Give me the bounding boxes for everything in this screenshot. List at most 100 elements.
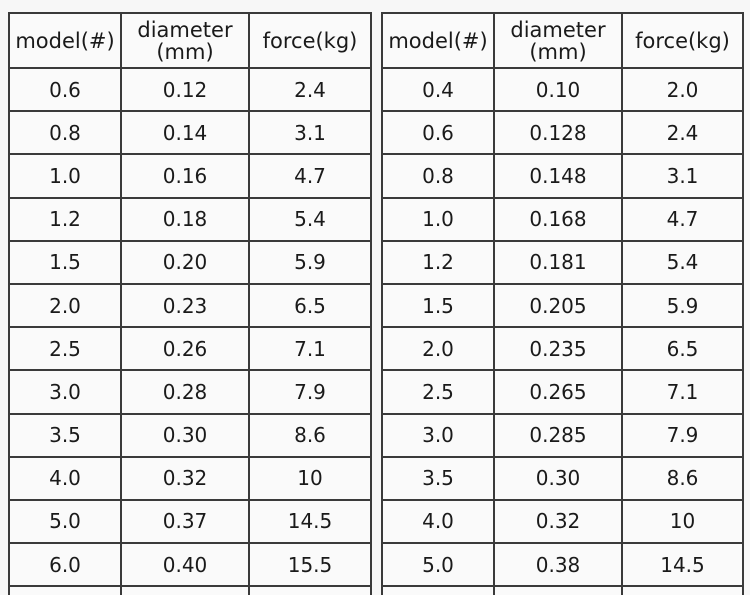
cell: 6.5 xyxy=(621,326,744,372)
cell: 0.181 xyxy=(493,239,623,285)
cell: 4.7 xyxy=(248,153,372,199)
cell: 14.5 xyxy=(248,498,372,545)
header-row: model(#) diameter (mm) force(kg) xyxy=(381,12,744,69)
cell: 3.5 xyxy=(8,412,122,458)
cell: 0.37 xyxy=(120,498,250,545)
cell: 7.9 xyxy=(248,369,372,415)
empty-cell xyxy=(621,585,744,595)
cell: 5.0 xyxy=(8,498,122,545)
header-cell: force(kg) xyxy=(621,12,744,69)
cell: 5.9 xyxy=(248,239,372,285)
row: 6.0 0.40 15.5 xyxy=(8,542,372,588)
cell: 0.14 xyxy=(120,110,250,156)
cell: 1.0 xyxy=(381,196,495,242)
cell: 1.2 xyxy=(381,239,495,285)
cell: 0.40 xyxy=(120,542,250,588)
header-row: model(#) diameter (mm) force(kg) xyxy=(8,12,372,69)
cell: 8.6 xyxy=(621,455,744,501)
table-right: model(#) diameter (mm) force(kg) 0.4 0.10 2.0… xyxy=(381,12,744,595)
cell: 1.2 xyxy=(8,196,122,242)
row: 5.0 0.38 14.5 xyxy=(381,542,744,588)
cell: 4.0 xyxy=(8,455,122,501)
cell: 0.30 xyxy=(493,455,623,501)
cell: 6.0 xyxy=(8,542,122,588)
cell: 0.20 xyxy=(120,239,250,285)
cell: 4.0 xyxy=(381,498,495,545)
cell: 7.1 xyxy=(621,369,744,415)
header-cell: model(#) xyxy=(8,12,122,69)
row: 2.5 0.26 7.1 xyxy=(8,326,372,372)
table-left: model(#) diameter (mm) force(kg) 0.6 0.12 2.4… xyxy=(8,12,372,595)
row: 3.0 0.285 7.9 xyxy=(381,412,744,458)
cell: 7.9 xyxy=(621,412,744,458)
row: 5.0 0.37 14.5 xyxy=(8,498,372,545)
row: 1.0 0.168 4.7 xyxy=(381,196,744,242)
cell: 5.4 xyxy=(248,196,372,242)
cell: 0.32 xyxy=(120,455,250,501)
cell: 0.8 xyxy=(381,153,495,199)
cell: 10 xyxy=(621,498,744,545)
header-cell: model(#) xyxy=(381,12,495,69)
cell: 0.6 xyxy=(8,66,122,113)
cell: 0.23 xyxy=(120,282,250,329)
cell: 15.5 xyxy=(248,542,372,588)
empty-cell xyxy=(381,585,495,595)
cell: 1.5 xyxy=(8,239,122,285)
cell: 0.128 xyxy=(493,110,623,156)
header-cell: force(kg) xyxy=(248,12,372,69)
cell: 0.265 xyxy=(493,369,623,415)
cell: 0.10 xyxy=(493,66,623,113)
cell: 0.205 xyxy=(493,282,623,329)
empty-cell xyxy=(493,585,623,595)
cell: 2.5 xyxy=(8,326,122,372)
cell: 7.1 xyxy=(248,326,372,372)
cell: 5.4 xyxy=(621,239,744,285)
cell: 3.1 xyxy=(248,110,372,156)
cell: 0.32 xyxy=(493,498,623,545)
row: 4.0 0.32 10 xyxy=(381,498,744,545)
cell: 2.4 xyxy=(621,110,744,156)
cell: 0.18 xyxy=(120,196,250,242)
cell: 2.0 xyxy=(8,282,122,329)
row: 4.0 0.32 10 xyxy=(8,455,372,501)
header-cell: diameter (mm) xyxy=(493,12,623,69)
row: 3.5 0.30 8.6 xyxy=(381,455,744,501)
row: 0.6 0.128 2.4 xyxy=(381,110,744,156)
cell: 0.38 xyxy=(493,542,623,588)
cell: 0.26 xyxy=(120,326,250,372)
row: 0.6 0.12 2.4 xyxy=(8,66,372,113)
cell: 0.28 xyxy=(120,369,250,415)
cell: 10 xyxy=(248,455,372,501)
cell: 0.8 xyxy=(8,110,122,156)
cell: 0.16 xyxy=(120,153,250,199)
cell: 0.148 xyxy=(493,153,623,199)
cell: 0.6 xyxy=(381,110,495,156)
empty-cell xyxy=(8,585,122,595)
cell: 0.30 xyxy=(120,412,250,458)
cell: 0.4 xyxy=(381,66,495,113)
cell: 3.0 xyxy=(8,369,122,415)
cell: 5.0 xyxy=(381,542,495,588)
cell: 0.168 xyxy=(493,196,623,242)
cell: 2.0 xyxy=(381,326,495,372)
cell: 4.7 xyxy=(621,196,744,242)
cell: 0.235 xyxy=(493,326,623,372)
row: 2.5 0.265 7.1 xyxy=(381,369,744,415)
cell: 0.12 xyxy=(120,66,250,113)
cell: 0.285 xyxy=(493,412,623,458)
cell: 1.5 xyxy=(381,282,495,329)
row: 3.5 0.30 8.6 xyxy=(8,412,372,458)
row: 3.0 0.28 7.9 xyxy=(8,369,372,415)
row: 1.5 0.20 5.9 xyxy=(8,239,372,285)
cell: 3.1 xyxy=(621,153,744,199)
header-cell: diameter (mm) xyxy=(120,12,250,69)
cell: 3.5 xyxy=(381,455,495,501)
row: 0.8 0.148 3.1 xyxy=(381,153,744,199)
row: 1.5 0.205 5.9 xyxy=(381,282,744,329)
row: 0.4 0.10 2.0 xyxy=(381,66,744,113)
cell: 2.4 xyxy=(248,66,372,113)
cut-off-row xyxy=(8,585,372,595)
empty-cell xyxy=(120,585,250,595)
cut-off-row xyxy=(381,585,744,595)
